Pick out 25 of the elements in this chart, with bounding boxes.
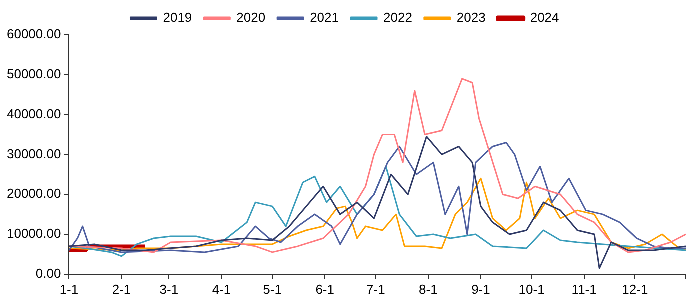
- y-tick-label: 50000.00: [6, 66, 62, 82]
- x-tick-label: 7-1: [366, 282, 386, 297]
- x-tick-label: 8-1: [419, 282, 438, 297]
- x-tick-label: 11-1: [572, 282, 597, 297]
- y-tick-label: 20000.00: [6, 186, 62, 202]
- y-tick-label: 10000.00: [6, 226, 62, 242]
- x-tick-label: 4-1: [212, 282, 232, 297]
- x-tick-label: 3-1: [160, 282, 179, 297]
- legend-label: 2019: [163, 10, 192, 26]
- y-tick-label: 60000.00: [6, 26, 62, 42]
- y-tick-label: 40000.00: [6, 106, 62, 122]
- x-tick-label: 10-1: [518, 282, 545, 297]
- x-tick-label: 9-1: [472, 282, 490, 297]
- legend-label: 2020: [236, 10, 266, 26]
- legend-label: 2021: [310, 10, 339, 26]
- legend-label: 2024: [530, 10, 560, 26]
- x-tick-label: 5-1: [263, 282, 282, 297]
- x-tick-label: 2-1: [112, 282, 132, 297]
- y-tick-label: 0.00: [36, 266, 62, 281]
- x-tick-label: 6-1: [316, 282, 334, 297]
- x-tick-label: 12-1: [622, 282, 648, 297]
- legend-label: 2022: [384, 10, 412, 26]
- x-tick-label: 1-1: [60, 282, 79, 297]
- legend-label: 2023: [456, 10, 486, 26]
- y-tick-label: 30000.00: [6, 146, 62, 162]
